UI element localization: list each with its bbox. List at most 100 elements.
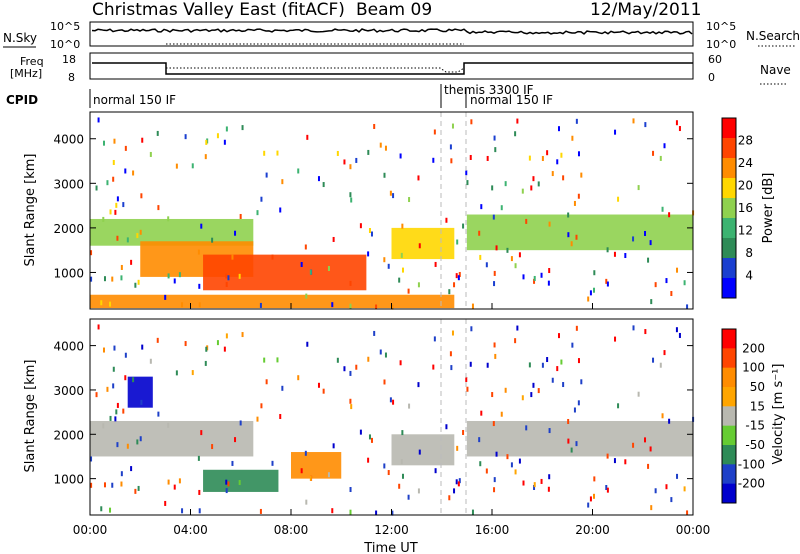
velocity-colorbar-tick-4: -15 — [745, 419, 765, 433]
power-colorbar-tick-2: 20 — [738, 179, 753, 193]
freq-tick-top: 18 — [62, 53, 76, 66]
velocity-speckle-49 — [297, 375, 300, 381]
velocity-speckle-135 — [478, 437, 481, 443]
velocity-speckle-205 — [644, 437, 647, 443]
power-speckle-53 — [355, 157, 358, 163]
velocity-region-0 — [90, 420, 254, 457]
x-tick-label-6: 00:00 — [676, 523, 711, 537]
velocity-speckle-136 — [644, 329, 647, 335]
power-speckle-172 — [521, 188, 524, 194]
velocity-ytick-label-2: 2000 — [53, 428, 84, 442]
nsky-tick-bottom: 10^0 — [50, 38, 80, 51]
velocity-speckle-34 — [532, 382, 535, 388]
velocity-speckle-21 — [178, 478, 181, 484]
power-speckle-78 — [605, 278, 608, 284]
power-speckle-202 — [137, 279, 140, 285]
power-speckle-28 — [263, 150, 266, 156]
power-speckle-200 — [445, 217, 448, 223]
power-speckle-92 — [149, 151, 152, 157]
velocity-speckle-65 — [95, 392, 98, 398]
power-speckle-175 — [514, 131, 517, 137]
velocity-speckle-60 — [417, 488, 420, 494]
nsky-strip: N.Sky 10^5 10^0 10^5 10^0 N.Search — [3, 20, 800, 51]
velocity-colorbar-tick-7: -200 — [738, 477, 765, 491]
velocity-speckle-127 — [116, 442, 119, 448]
power-speckle-33 — [331, 302, 334, 308]
power-speckle-107 — [234, 230, 237, 236]
velocity-speckle-218 — [349, 370, 352, 376]
power-speckle-74 — [103, 276, 106, 282]
power-speckle-213 — [650, 299, 653, 305]
power-speckle-132 — [614, 129, 617, 135]
velocity-speckle-130 — [197, 455, 200, 461]
power-speckle-124 — [465, 170, 468, 176]
velocity-speckle-119 — [373, 330, 376, 336]
velocity-speckle-16 — [418, 449, 421, 455]
velocity-speckle-48 — [562, 382, 565, 388]
power-speckle-178 — [417, 175, 420, 181]
power-speckle-39 — [551, 171, 554, 177]
nave-tick-top: 60 — [708, 53, 722, 66]
power-speckle-12 — [225, 273, 228, 279]
velocity-speckle-158 — [567, 438, 570, 444]
velocity-speckle-76 — [448, 495, 451, 501]
power-speckle-36 — [661, 206, 664, 212]
x-tick-label-1: 04:00 — [173, 523, 208, 537]
power-speckle-27 — [469, 154, 472, 160]
power-speckle-123 — [675, 120, 678, 126]
power-speckle-21 — [178, 272, 181, 278]
power-speckle-160 — [456, 239, 459, 245]
velocity-speckle-206 — [493, 342, 496, 348]
velocity-speckle-112 — [470, 326, 473, 332]
power-speckle-16 — [418, 243, 421, 249]
x-tick-label-4: 16:00 — [475, 523, 510, 537]
x-axis: 00:00 04:00 08:00 12:00 16:00 20:00 00:00 — [73, 303, 711, 537]
power-speckle-166 — [279, 207, 282, 213]
power-speckle-113 — [271, 254, 274, 260]
nsky-tick-top: 10^5 — [50, 20, 80, 33]
velocity-speckle-77 — [433, 336, 436, 342]
power-speckle-37 — [528, 155, 531, 161]
velocity-speckle-210 — [100, 506, 103, 512]
power-speckle-135 — [478, 230, 481, 236]
power-speckle-40 — [200, 223, 203, 229]
power-speckle-211 — [238, 273, 241, 279]
velocity-speckle-66 — [518, 458, 521, 464]
velocity-speckle-1 — [670, 497, 673, 503]
velocity-speckle-170 — [466, 386, 469, 392]
nsky-frame — [89, 21, 694, 47]
power-speckle-122 — [370, 231, 373, 237]
velocity-speckle-140 — [486, 362, 489, 368]
velocity-speckle-93 — [492, 421, 495, 427]
velocity-speckle-173 — [510, 462, 513, 468]
velocity-speckle-106 — [276, 357, 279, 363]
power-speckle-106 — [276, 150, 279, 156]
power-colorbar-swatch-1 — [722, 138, 736, 159]
velocity-colorbar-swatch-5 — [722, 425, 736, 446]
velocity-ylabel: Slant Range [km] — [23, 360, 38, 473]
velocity-speckle-175 — [514, 338, 517, 344]
power-speckle-176 — [570, 241, 573, 247]
velocity-colorbar-tick-5: -50 — [745, 438, 765, 452]
power-speckle-24 — [453, 282, 456, 288]
power-speckle-30 — [109, 301, 112, 307]
power-speckle-23 — [668, 212, 671, 218]
power-speckle-2 — [458, 271, 461, 277]
power-speckle-182 — [256, 210, 259, 216]
velocity-speckle-186 — [223, 346, 226, 352]
power-colorbar-swatch-6 — [722, 238, 736, 259]
velocity-speckle-213 — [650, 505, 653, 511]
velocity-speckle-139 — [140, 399, 143, 405]
power-speckle-119 — [373, 123, 376, 129]
velocity-speckle-197 — [401, 473, 404, 479]
power-speckle-154 — [198, 283, 201, 289]
velocity-region-1 — [203, 469, 279, 492]
velocity-speckle-61 — [157, 411, 160, 417]
velocity-region-4 — [466, 420, 693, 457]
power-speckle-82 — [686, 304, 689, 310]
power-speckle-199 — [260, 196, 263, 202]
velocity-speckle-154 — [198, 489, 201, 495]
velocity-y-ticks: 4000 3000 2000 1000 — [53, 340, 693, 487]
power-speckle-85 — [349, 280, 352, 286]
velocity-speckle-83 — [97, 324, 100, 330]
